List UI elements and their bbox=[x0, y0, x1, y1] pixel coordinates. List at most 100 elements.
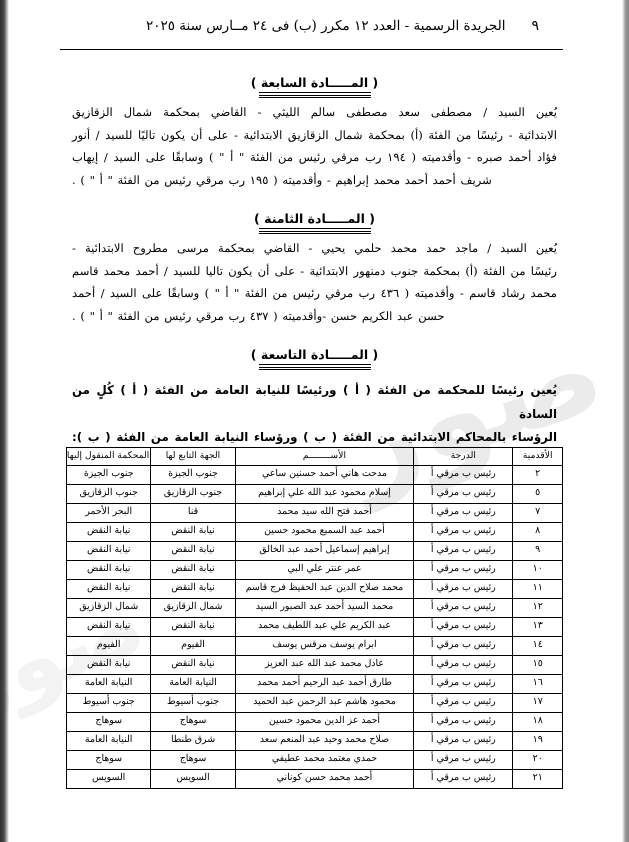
table-row: ٩ رئيس ب مرقي أ إبراهيم إسماعيل أحمد عبد ا… bbox=[65, 541, 563, 561]
cell-seniority: ٨ bbox=[512, 522, 563, 542]
table-row: ١٦ رئيس ب مرقي أ طارق أحمد عبد الرحيم أحمد… bbox=[65, 674, 563, 694]
cell-entity: نيابة النقض bbox=[150, 541, 236, 561]
article-eight-title: ( المـــــادة الثامنة ) bbox=[254, 211, 375, 226]
header-divider bbox=[60, 49, 563, 50]
table-row: ١٠ رئيس ب مرقي أ عمر عنتر علي البي نيابة ال… bbox=[65, 560, 563, 580]
cell-court: نيابة النقض bbox=[65, 579, 152, 599]
cell-grade: رئيس ب مرقي أ bbox=[413, 769, 514, 789]
cell-entity: جنوب الزقازيق bbox=[150, 484, 236, 504]
page-number: ٩ bbox=[531, 18, 539, 34]
cell-court: نيابة النقض bbox=[65, 655, 152, 675]
cell-name: عادل محمد عبد الله عبد العزيز bbox=[234, 655, 415, 675]
cell-grade: رئيس ب مرقي أ bbox=[413, 674, 514, 694]
article-line: فؤاد أحمد صبره - وأقدميته ( ١٩٤ رب مرقي … bbox=[72, 150, 557, 165]
cell-grade: رئيس ب مرقي أ bbox=[413, 712, 514, 732]
cell-entity: نيابة النقض bbox=[150, 560, 236, 580]
article-nine-title-rules bbox=[258, 364, 371, 371]
page-edge-shadow-left bbox=[0, 0, 9, 842]
cell-entity: نيابة النقض bbox=[150, 522, 236, 542]
column-header-entity: الجهة التابع لها bbox=[150, 447, 236, 466]
cell-court: نيابة النقض bbox=[65, 560, 152, 580]
article-nine-lead: يُعين رئيسًا للمحكمة من الفئة ( أ ) ورئي… bbox=[72, 379, 557, 450]
article-eight: ( المـــــادة الثامنة ) يُعين السيد / ما… bbox=[72, 208, 557, 328]
cell-grade: رئيس ب مرقي أ bbox=[413, 617, 514, 637]
cell-court: جنوب أسيوط bbox=[65, 693, 152, 713]
cell-name: أحمد عبد السميع محمود حسين bbox=[234, 522, 415, 542]
column-header-court: المحكمة المنقول إليها bbox=[65, 447, 152, 466]
cell-court: نيابة النقض bbox=[65, 541, 152, 561]
cell-name: مدحت هاني أحمد حسنين ساعي bbox=[234, 465, 415, 485]
cell-grade: رئيس ب مرقي أ bbox=[413, 560, 514, 580]
column-header-name: الأســــــــم bbox=[234, 447, 415, 466]
table-row: ١٨ رئيس ب مرقي أ أحمد عز الدين محمود حسين س… bbox=[65, 712, 563, 732]
cell-entity: سوهاج bbox=[150, 712, 236, 732]
cell-entity: شرق طنطا bbox=[150, 731, 236, 751]
article-nine-title: ( المـــــادة التاسعة ) bbox=[250, 347, 379, 362]
cell-entity: الفيوم bbox=[150, 636, 236, 656]
cell-court: السويس bbox=[65, 769, 152, 789]
cell-grade: رئيس ب مرقي أ bbox=[413, 541, 514, 561]
article-nine: ( المـــــادة التاسعة ) يُعين رئيسًا للم… bbox=[72, 344, 557, 450]
cell-seniority: ١٩ bbox=[512, 731, 563, 751]
page-header: ٩ الجريدة الرسمية - العدد ١٢ مكرر (ب) فى… bbox=[52, 18, 569, 52]
page-edge-shadow-right bbox=[622, 0, 629, 842]
table-head: الأقدمية الدرجة الأســــــــم الجهة التا… bbox=[65, 447, 563, 466]
article-nine-heading: ( المـــــادة التاسعة ) bbox=[72, 344, 557, 371]
cell-court: شمال الزقازيق bbox=[65, 598, 152, 618]
cell-grade: رئيس ب مرقي أ bbox=[413, 636, 514, 656]
cell-court: النيابة العامة bbox=[65, 731, 152, 751]
table-row: ١٢ رئيس ب مرقي أ محمد السيد أحمد عبد الصبو… bbox=[65, 598, 563, 618]
cell-grade: رئيس ب مرقي أ bbox=[413, 731, 514, 751]
article-line: رئيسًا من الفئة (أ) بمحكمة جنوب دمنهور ا… bbox=[72, 263, 557, 278]
cell-grade: رئيس ب مرقي أ bbox=[413, 693, 514, 713]
cell-court: جنوب الجيزة bbox=[65, 465, 152, 485]
cell-seniority: ١٤ bbox=[512, 636, 563, 656]
article-eight-body: يُعين السيد / ماجد حمد محمد حلمي يحيي - … bbox=[72, 237, 557, 327]
cell-entity: جنوب أسيوط bbox=[150, 693, 236, 713]
cell-entity: شمال الزقازيق bbox=[150, 598, 236, 618]
cell-seniority: ١٢ bbox=[512, 598, 563, 618]
cell-entity: نيابة النقض bbox=[150, 579, 236, 599]
cell-name: عمر عنتر علي البي bbox=[234, 560, 415, 580]
cell-name: إسلام محمود عبد الله علي إبراهيم bbox=[234, 484, 415, 504]
cell-seniority: ١١ bbox=[512, 579, 563, 599]
cell-name: محمد صلاح الدين عبد الحفيظ فرج قاسم bbox=[234, 579, 415, 599]
table-row: ٢ رئيس ب مرقي أ مدحت هاني أحمد حسنين ساعي ج… bbox=[65, 465, 563, 485]
article-eight-heading: ( المـــــادة الثامنة ) bbox=[72, 208, 557, 235]
cell-court: البحر الأحمر bbox=[65, 503, 152, 523]
article-seven-title: ( المـــــادة السابعة ) bbox=[250, 75, 379, 90]
cell-entity: نيابة النقض bbox=[150, 617, 236, 637]
cell-name: أحمد عز الدين محمود حسين bbox=[234, 712, 415, 732]
cell-court: الفيوم bbox=[65, 636, 152, 656]
cell-seniority: ٢ bbox=[512, 465, 563, 485]
table-header-row: الأقدمية الدرجة الأســــــــم الجهة التا… bbox=[65, 447, 563, 466]
cell-grade: رئيس ب مرقي أ bbox=[413, 503, 514, 523]
article-line: محمد رشاد قاسم - وأقدميته ( ٤٣٦ رب مرقي … bbox=[72, 286, 557, 301]
cell-name: أحمد محمد حسن كوناني bbox=[234, 769, 415, 789]
article-seven-body: يُعين السيد / مصطفى سعد مصطفى سالم الليث… bbox=[72, 101, 557, 191]
cell-grade: رئيس ب مرقي أ bbox=[413, 598, 514, 618]
cell-entity: السويس bbox=[150, 769, 236, 789]
table-row: ٨ رئيس ب مرقي أ أحمد عبد السميع محمود حسين… bbox=[65, 522, 563, 542]
cell-name: محمد السيد أحمد عبد الصبور السيد bbox=[234, 598, 415, 618]
article-line: شريف أحمد أحمد محمد إبراهيم - وأقدميته (… bbox=[72, 172, 492, 187]
table-row: ٢٠ رئيس ب مرقي أ حمدي معتمد محمد عطيفي سوها… bbox=[65, 750, 563, 770]
table-row: ٧ رئيس ب مرقي أ أحمد فتح الله سيد محمد قنا ا… bbox=[65, 503, 563, 523]
article-seven-title-rules bbox=[258, 92, 371, 99]
cell-court: النيابة العامة bbox=[65, 674, 152, 694]
cell-seniority: ١٣ bbox=[512, 617, 563, 637]
cell-grade: رئيس ب مرقي أ bbox=[413, 579, 514, 599]
cell-entity: نيابة النقض bbox=[150, 655, 236, 675]
cell-court: نيابة النقض bbox=[65, 522, 152, 542]
cell-seniority: ١٠ bbox=[512, 560, 563, 580]
cell-name: محمود هاشم عبد الرحمن عبد الحميد bbox=[234, 693, 415, 713]
article-lead-line: يُعين رئيسًا للمحكمة من الفئة ( أ ) ورئي… bbox=[72, 383, 557, 421]
article-eight-title-rules bbox=[258, 228, 371, 235]
cell-name: حمدي معتمد محمد عطيفي bbox=[234, 750, 415, 770]
cell-seniority: ١٥ bbox=[512, 655, 563, 675]
cell-seniority: ١٦ bbox=[512, 674, 563, 694]
cell-entity: سوهاج bbox=[150, 750, 236, 770]
table-row: ١٧ رئيس ب مرقي أ محمود هاشم عبد الرحمن عبد… bbox=[65, 693, 563, 713]
cell-seniority: ٩ bbox=[512, 541, 563, 561]
roster-table: الأقدمية الدرجة الأســــــــم الجهة التا… bbox=[65, 447, 563, 789]
